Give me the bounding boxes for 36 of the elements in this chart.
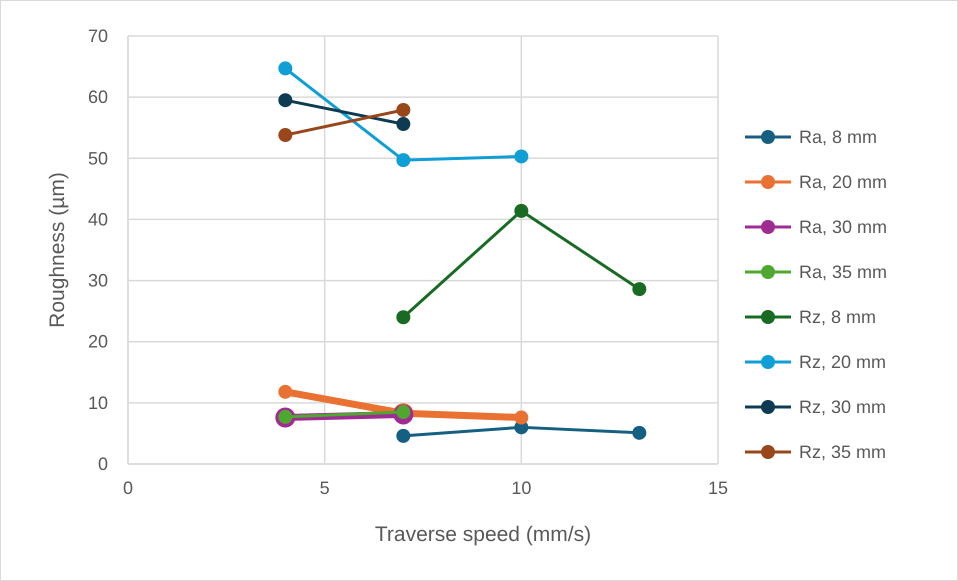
point [278, 128, 292, 142]
legend-label: Rz, 35 mm [799, 442, 886, 462]
point [396, 117, 410, 132]
legend-label: Ra, 35 mm [799, 262, 888, 282]
point [396, 102, 410, 117]
legend-label: Ra, 8 mm [799, 127, 878, 147]
point [396, 428, 410, 443]
y-tick-label: 50 [88, 148, 108, 168]
legend-label: Rz, 8 mm [799, 307, 876, 327]
point [514, 204, 528, 218]
x-tick-label: 0 [122, 478, 134, 498]
x-tick-label: 15 [708, 478, 728, 498]
point [278, 93, 292, 108]
point [632, 282, 646, 296]
point [278, 61, 292, 76]
legend-label: Rz, 20 mm [799, 352, 886, 372]
x-tick-label: 10 [511, 478, 532, 498]
y-tick-label: 10 [88, 392, 108, 413]
point [396, 310, 410, 324]
legend-label: Ra, 20 mm [799, 172, 888, 192]
y-tick-label: 0 [98, 454, 108, 474]
y-tick-label: 20 [88, 332, 108, 352]
point [514, 410, 528, 425]
y-tick-label: 60 [88, 87, 108, 108]
point [278, 384, 292, 399]
y-tick-label: 40 [88, 209, 108, 230]
point [396, 153, 410, 168]
y-tick-label: 70 [88, 26, 108, 46]
legend-label: Ra, 30 mm [799, 217, 888, 237]
x-axis-title: Traverse speed (mm/s) [374, 523, 592, 546]
x-tick-label: 5 [320, 478, 330, 498]
y-tick-label: 30 [88, 270, 108, 291]
y-axis-title: Roughness (µm) [46, 172, 69, 328]
legend-label: Rz, 30 mm [799, 397, 886, 417]
point [514, 149, 528, 164]
point [632, 426, 646, 440]
